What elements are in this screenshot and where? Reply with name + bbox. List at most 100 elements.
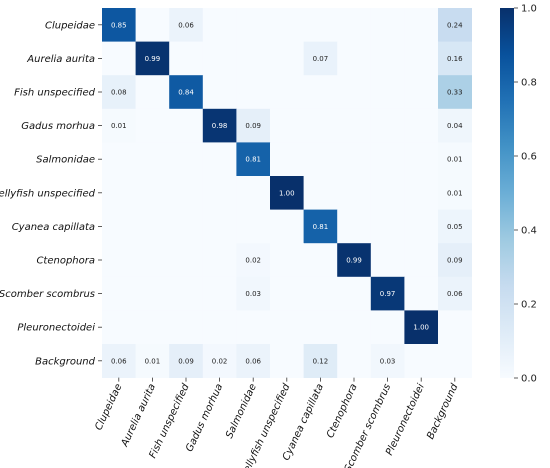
heatmap-cell <box>202 276 237 311</box>
heatmap-cell <box>370 344 405 378</box>
cell-value-label: 1.00 <box>413 324 429 332</box>
heatmap-cell <box>236 75 271 110</box>
heatmap-cell <box>102 209 136 244</box>
heatmap-cell <box>438 243 472 278</box>
heatmap-cell <box>438 108 472 143</box>
heatmap-cell <box>270 108 304 143</box>
heatmap-cell <box>303 243 338 278</box>
heatmap-cell <box>270 310 304 345</box>
heatmap-cell <box>370 41 405 76</box>
heatmap-cell <box>135 209 170 244</box>
column-label: Gadus morhua <box>184 382 225 453</box>
cell-value-label: 0.06 <box>178 21 194 29</box>
row-label: Salmonidae <box>36 155 95 166</box>
heatmap-cell <box>236 344 271 378</box>
heatmap-cell <box>404 108 439 143</box>
heatmap-cell <box>236 41 271 76</box>
heatmap-cell <box>102 176 136 210</box>
cell-value-label: 0.03 <box>245 290 261 298</box>
heatmap-cell <box>270 243 304 278</box>
row-label: Clupeidae <box>45 20 95 31</box>
heatmap-cell <box>169 176 204 210</box>
heatmap-cell <box>370 276 405 311</box>
colorbar-tick-label: 0.4 <box>521 226 537 237</box>
row-label: Ctenophora <box>36 256 95 267</box>
cell-value-label: 0.81 <box>245 156 261 164</box>
column-label: Background <box>425 382 461 442</box>
heatmap-cell <box>135 176 170 210</box>
heatmap-cell <box>236 142 271 177</box>
row-label: Background <box>35 356 96 367</box>
heatmap-cell <box>370 108 405 143</box>
cell-value-label: 0.01 <box>111 122 127 130</box>
cell-value-label: 0.12 <box>313 357 329 365</box>
colorbar-gradient <box>500 8 514 378</box>
heatmap-cell <box>202 209 237 244</box>
colorbar-tick-label: 0.2 <box>521 300 537 311</box>
colorbar-tick-label: 1.0 <box>521 4 537 15</box>
heatmap-cell <box>236 8 271 42</box>
heatmap-cell <box>102 75 136 110</box>
heatmap-cell <box>438 41 472 76</box>
heatmap-cell <box>270 276 304 311</box>
cell-value-label: 0.06 <box>245 357 261 365</box>
heatmap-cell <box>135 344 170 378</box>
cell-value-label: 0.09 <box>178 357 194 365</box>
cell-value-label: 0.98 <box>212 122 228 130</box>
heatmap-cell <box>202 142 237 177</box>
heatmap-cell <box>202 344 237 378</box>
row-label: Fish unspecified <box>14 88 96 99</box>
heatmap-cell <box>303 142 338 177</box>
heatmap-cell <box>102 108 136 143</box>
heatmap-cell <box>337 41 372 76</box>
heatmap-cell <box>303 176 338 210</box>
heatmap-cell <box>135 75 170 110</box>
heatmap-cell <box>404 243 439 278</box>
heatmap-cell <box>370 142 405 177</box>
heatmap-cell <box>270 344 304 378</box>
heatmap-cell <box>404 344 439 378</box>
heatmap-cell <box>404 276 439 311</box>
heatmap-cell <box>102 41 136 76</box>
heatmap-cell <box>135 243 170 278</box>
cell-value-label: 0.02 <box>245 257 261 265</box>
row-labels: Clupeidae Aurelia aurita Fish unspecified G… <box>0 20 102 367</box>
heatmap-cell <box>102 8 136 42</box>
heatmap-cell <box>236 310 271 345</box>
heatmap-cell <box>303 41 338 76</box>
heatmap-cell <box>438 344 472 378</box>
heatmap-cell <box>370 310 405 345</box>
heatmap-cell <box>169 209 204 244</box>
heatmap-cell <box>169 310 204 345</box>
heatmap-cell <box>303 75 338 110</box>
heatmap-cell <box>337 276 372 311</box>
cell-value-label: 0.33 <box>447 89 463 97</box>
cell-value-label: 0.99 <box>346 257 362 265</box>
cell-value-label: 0.05 <box>447 223 463 231</box>
cell-value-label: 0.09 <box>245 122 261 130</box>
heatmap-cell <box>202 176 237 210</box>
heatmap-cell <box>303 8 338 42</box>
heatmap-cell <box>438 209 472 244</box>
heatmap-cell <box>169 243 204 278</box>
cell-value-label: 0.81 <box>313 223 329 231</box>
heatmap-cell <box>202 108 237 143</box>
heatmap-cell <box>135 276 170 311</box>
heatmap-cell <box>135 108 170 143</box>
heatmap-cell <box>404 75 439 110</box>
heatmap-cell <box>404 8 439 42</box>
heatmap-cell <box>303 209 338 244</box>
cell-value-label: 0.01 <box>447 189 463 197</box>
heatmap-cell <box>337 108 372 143</box>
colorbar: 0.0 0.2 0.4 0.6 0.8 1.0 <box>500 4 537 385</box>
column-label: Aurelia aurita <box>119 382 158 449</box>
cell-value-label: 0.99 <box>145 55 161 63</box>
heatmap-cell <box>169 142 204 177</box>
heatmap-cell <box>337 142 372 177</box>
heatmap-cell <box>236 243 271 278</box>
heatmap-cell <box>202 41 237 76</box>
cell-value-label: 0.24 <box>447 21 463 29</box>
cell-value-label: 0.06 <box>447 290 463 298</box>
